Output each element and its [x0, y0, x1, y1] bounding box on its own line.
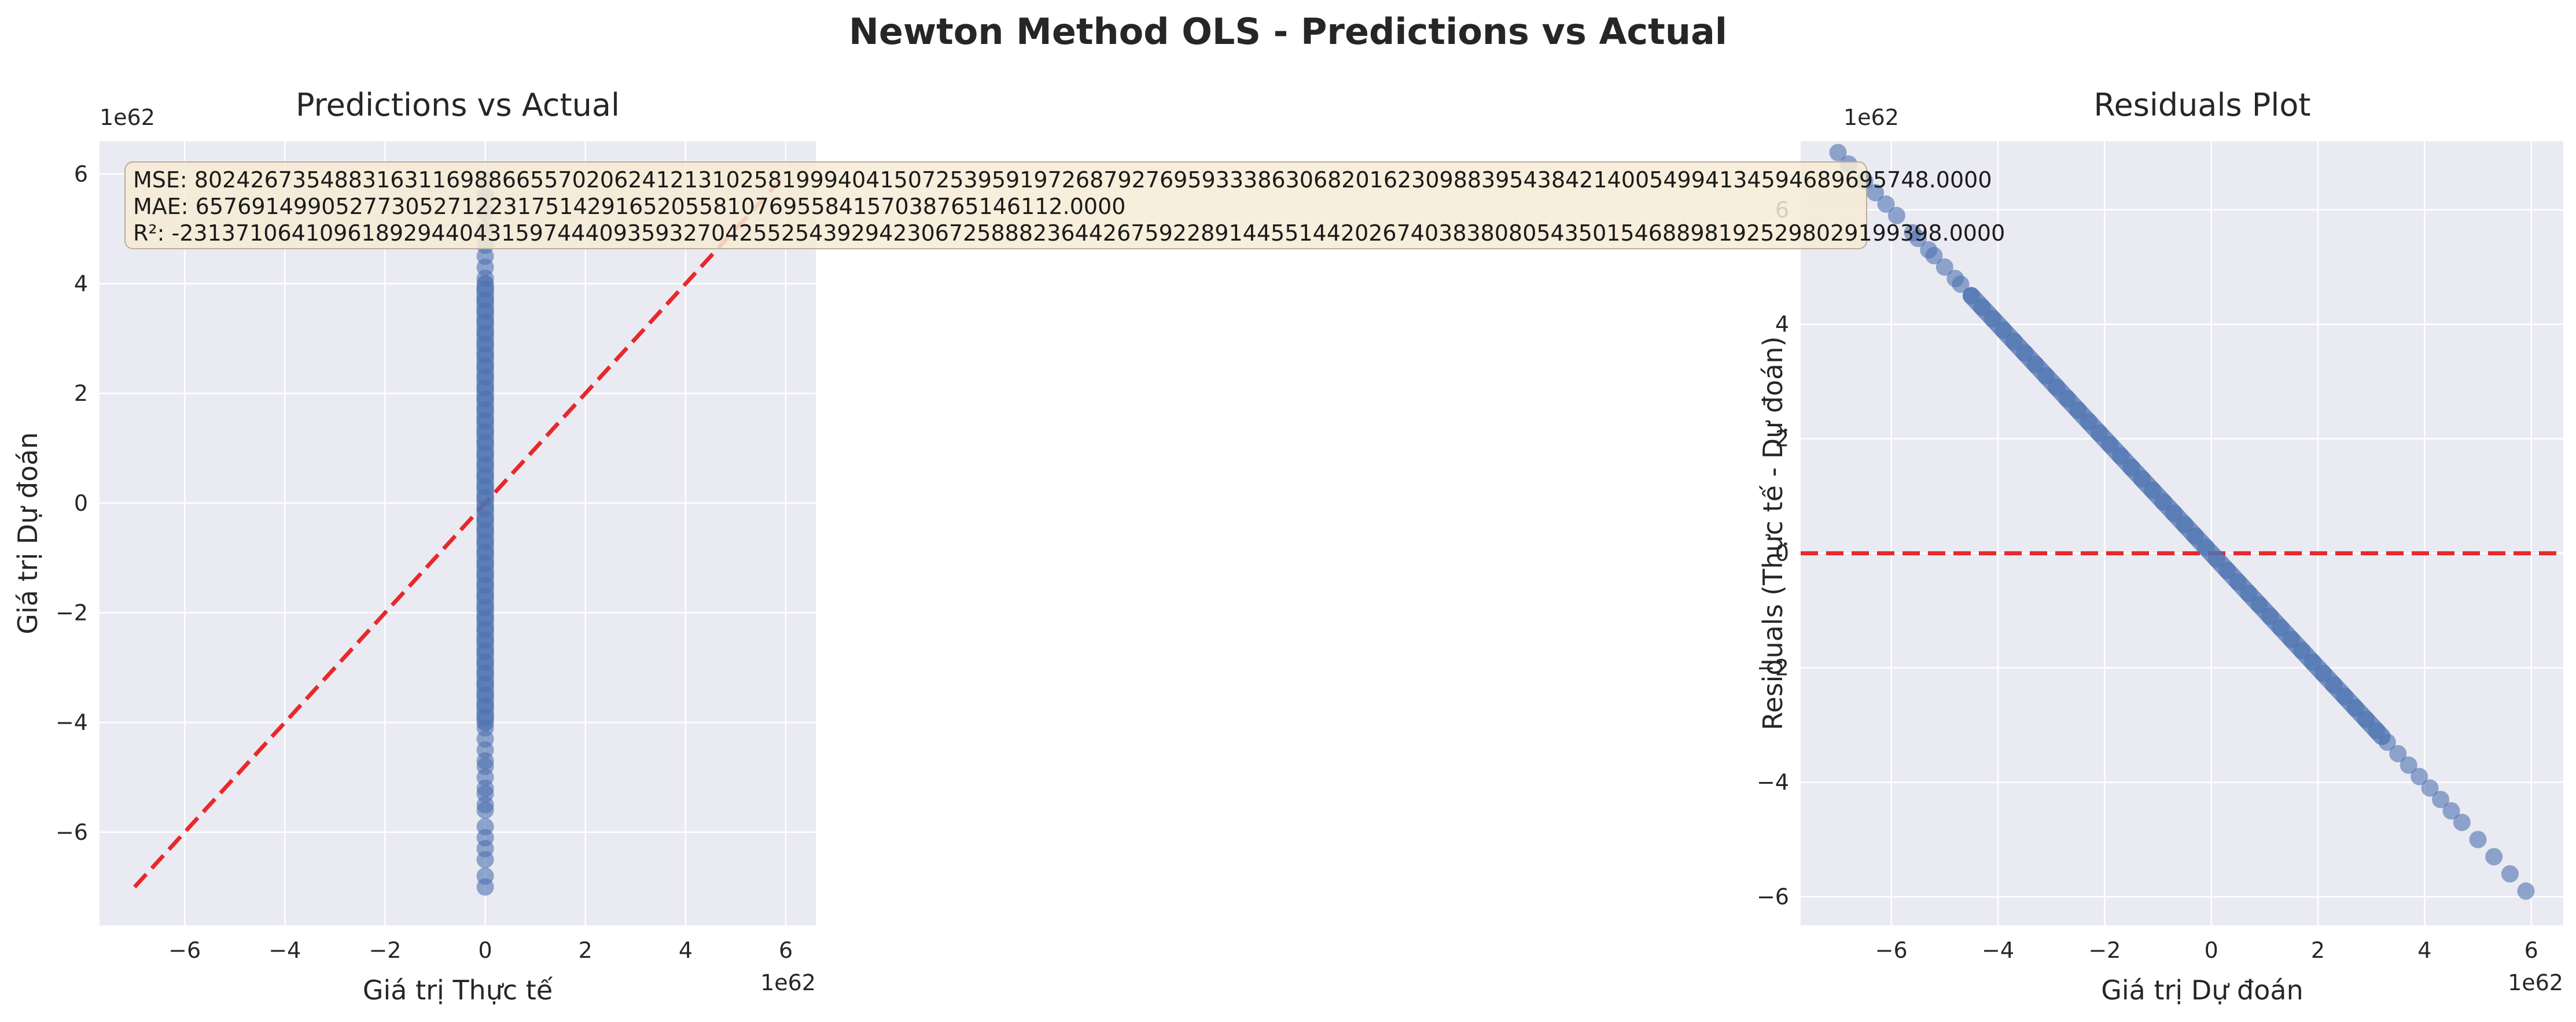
mse-text: MSE: 80242673548831631169886655702062412…	[133, 167, 1992, 193]
y-tick-label: −2	[56, 600, 88, 625]
y-offset-label: 1e62	[100, 105, 155, 130]
x-tick-labels: −6 −4 −2 0 2 4 6	[1875, 938, 2538, 963]
data-point	[2485, 848, 2503, 866]
x-tick-label: 4	[2417, 938, 2431, 963]
y-tick-label: 4	[74, 271, 88, 297]
grid	[1801, 141, 2563, 925]
dense-point-band	[1962, 287, 2391, 746]
identity-reference-line	[133, 178, 782, 888]
data-point	[2442, 802, 2460, 820]
data-point	[1925, 246, 1943, 264]
predictions-vs-actual-chart: −6 −4 −2 0 2 4 6 −6 −4 −2 0 2 4 6 Predictions vs Act…	[12, 87, 816, 1006]
x-tick-label: 0	[2205, 938, 2218, 963]
axes-title: Residuals Plot	[2093, 87, 2310, 123]
data-point	[476, 867, 494, 885]
y-tick-label: −6	[1757, 884, 1789, 910]
x-axis-label: Giá trị Thực tế	[363, 975, 553, 1006]
x-axis-label: Giá trị Dự đoán	[2101, 975, 2303, 1006]
x-tick-label: 4	[679, 938, 693, 963]
axes-background	[100, 141, 816, 925]
data-point	[2411, 768, 2428, 785]
data-point	[1952, 275, 1970, 293]
x-tick-label: 6	[2525, 938, 2538, 963]
y-tick-label: −4	[1757, 770, 1789, 795]
y-tick-labels: −6 −4 −2 0 2 4 6	[56, 161, 88, 845]
x-tick-label: 6	[779, 938, 793, 963]
x-tick-label: 0	[479, 938, 492, 963]
metrics-annotation: MSE: 80242673548831631169886655702062412…	[124, 161, 2005, 249]
reference-line	[133, 178, 782, 888]
x-tick-label: 2	[2311, 938, 2325, 963]
data-point	[2389, 745, 2407, 763]
mae-text: MAE: 65769149905277305271223175142916520…	[133, 194, 1125, 219]
y-tick-label: 6	[74, 161, 88, 187]
x-tick-labels: −6 −4 −2 0 2 4 6	[168, 938, 793, 963]
data-point	[1867, 184, 1885, 202]
figure-title: Newton Method OLS - Predictions vs Actua…	[849, 10, 1727, 53]
y-offset-label: 1e62	[1843, 105, 1899, 130]
y-tick-label: 2	[1775, 426, 1789, 452]
r2-text: R²: -23137106410961892944043159744409359…	[133, 220, 2005, 246]
y-axis-label: Giá trị Dự đoán	[12, 432, 43, 634]
y-tick-label: −4	[56, 710, 88, 735]
metrics-annotation-box	[124, 161, 1867, 249]
data-point	[2400, 756, 2417, 774]
data-point	[1887, 206, 1905, 224]
y-axis-label: Residuals (Thực tế - Dự đoán)	[1757, 336, 1789, 730]
data-point	[2453, 813, 2471, 831]
x-tick-label: −2	[2088, 938, 2121, 963]
data-point	[1935, 258, 1953, 276]
y-tick-label: 0	[1775, 541, 1789, 566]
x-tick-label: −4	[1982, 938, 2014, 963]
x-tick-label: −6	[168, 938, 201, 963]
data-point	[1829, 143, 1847, 161]
data-point	[2469, 831, 2487, 848]
y-tick-label: 0	[74, 490, 88, 516]
x-tick-label: −6	[1875, 938, 1908, 963]
data-point	[2501, 865, 2519, 883]
data-point	[1909, 230, 1927, 248]
x-tick-label: −2	[369, 938, 401, 963]
x-tick-label: −4	[268, 938, 301, 963]
data-point	[1877, 195, 1895, 213]
axes-title: Predictions vs Actual	[296, 87, 620, 123]
x-offset-label: 1e62	[760, 970, 816, 995]
x-tick-label: 2	[579, 938, 593, 963]
scatter-points	[1829, 143, 2535, 900]
scatter-points	[476, 171, 494, 896]
x-offset-label: 1e62	[2508, 970, 2563, 995]
y-tick-label: −2	[1757, 655, 1789, 681]
y-tick-label: 4	[1775, 312, 1789, 337]
data-point	[2421, 779, 2439, 797]
residuals-plot-chart: −6 −4 −2 0 2 4 6 −6 −4 −2 0 2 4 6 Residuals Plot Giá…	[1757, 87, 2563, 1006]
data-point	[2432, 791, 2450, 809]
data-point	[2517, 882, 2535, 900]
y-tick-label: −6	[56, 820, 88, 845]
y-tick-label: 2	[74, 381, 88, 406]
grid	[100, 141, 816, 925]
data-point	[476, 818, 494, 836]
